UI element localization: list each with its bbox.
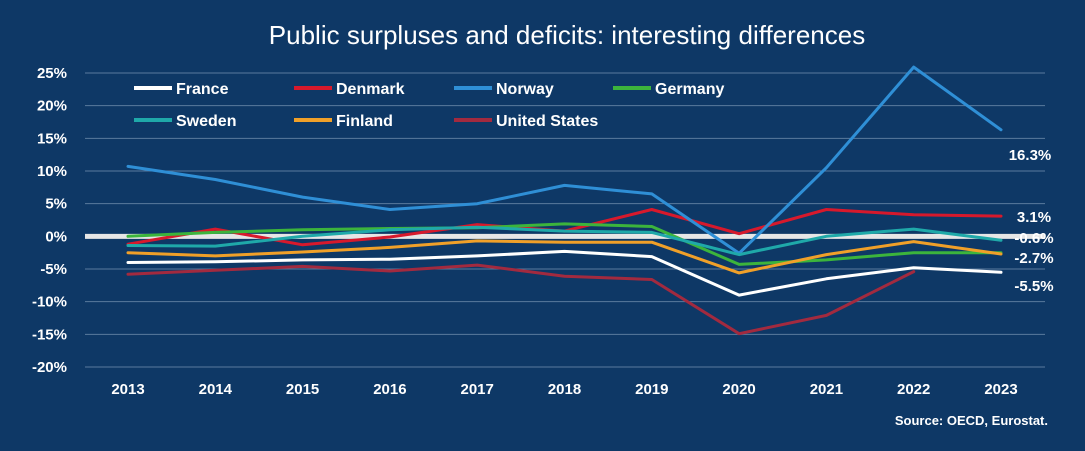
legend-label: Denmark	[336, 81, 405, 98]
y-tick-label: 10%	[37, 163, 67, 180]
end-label-sweden: -0.6%	[1014, 230, 1053, 247]
x-tick-label: 2016	[373, 381, 406, 398]
legend-item-france: France	[134, 81, 229, 98]
legend-label: Finland	[336, 113, 393, 130]
series-line-norway	[126, 65, 1003, 255]
y-tick-label: 5%	[45, 196, 67, 213]
y-tick-label: -20%	[32, 359, 67, 376]
source-note: Source: OECD, Eurostat.	[895, 413, 1048, 428]
end-label-norway: 16.3%	[1009, 147, 1052, 164]
end-label-finland: -2.7%	[1014, 250, 1053, 267]
x-tick-label: 2015	[286, 381, 319, 398]
legend-label: France	[176, 81, 229, 98]
end-label-france: -5.5%	[1014, 278, 1053, 295]
x-tick-label: 2018	[548, 381, 581, 398]
x-tick-label: 2020	[722, 381, 755, 398]
series-line-denmark	[126, 208, 1003, 247]
y-tick-label: -5%	[40, 261, 67, 278]
series-line-france	[126, 249, 1003, 297]
series-line-united-states	[126, 263, 916, 336]
legend-item-sweden: Sweden	[134, 113, 236, 130]
legend-item-united-states: United States	[454, 113, 598, 130]
y-tick-label: 15%	[37, 130, 67, 147]
legend-item-finland: Finland	[294, 113, 393, 130]
x-tick-label: 2023	[984, 381, 1017, 398]
legend-label: Germany	[655, 81, 724, 98]
legend-item-norway: Norway	[454, 81, 554, 98]
chart-title: Public surpluses and deficits: interesti…	[269, 20, 865, 50]
legend-item-germany: Germany	[613, 81, 724, 98]
legend: France Denmark Norway Germany Sweden Finland U…	[134, 81, 724, 130]
x-tick-label: 2017	[461, 381, 494, 398]
x-tick-label: 2019	[635, 381, 668, 398]
legend-label: Norway	[496, 81, 554, 98]
y-axis-ticks: 25% 20% 15% 10% 5% 0% -5% -10% -15% -20%	[32, 65, 67, 376]
end-labels: -5.5% 3.1% 16.3% -0.6% -2.7%	[1009, 147, 1054, 295]
end-label-denmark: 3.1%	[1017, 209, 1051, 226]
series-lines	[85, 65, 1045, 336]
y-tick-label: 25%	[37, 65, 67, 82]
x-tick-label: 2022	[897, 381, 930, 398]
legend-label: Sweden	[176, 113, 236, 130]
y-tick-label: 0%	[45, 228, 67, 245]
series-line-sweden	[126, 225, 1003, 257]
x-tick-label: 2013	[111, 381, 144, 398]
series-line-germany	[126, 222, 1003, 266]
y-tick-label: -10%	[32, 294, 67, 311]
x-axis-ticks: 2013 2014 2015 2016 2017 2018 2019 2020 2021 2022…	[111, 381, 1017, 398]
legend-item-denmark: Denmark	[294, 81, 405, 98]
y-tick-label: -15%	[32, 326, 67, 343]
y-tick-label: 20%	[37, 98, 67, 115]
x-tick-label: 2021	[810, 381, 843, 398]
x-tick-label: 2014	[199, 381, 233, 398]
series-line-finland	[126, 239, 1003, 275]
legend-label: United States	[496, 113, 598, 130]
